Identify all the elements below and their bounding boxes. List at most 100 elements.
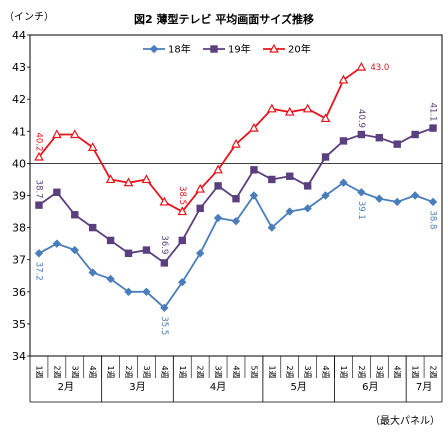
data-point: [52, 239, 62, 248]
data-point: [105, 174, 116, 184]
data-point: [285, 207, 294, 216]
data-point: [321, 153, 330, 161]
data-point: [159, 196, 170, 206]
data-point: [71, 211, 79, 219]
data-label: 35.5: [159, 316, 169, 335]
month-label: 3月: [129, 381, 145, 393]
plot-area: 34 35 36 37 38 39 40 41 42 43 44 1週 2週 3週 4週 1週 2週 3週 4週 1週…: [12, 29, 443, 403]
data-point: [88, 268, 97, 277]
data-point: [357, 188, 366, 197]
data-point: [429, 124, 437, 132]
data-point: [141, 174, 152, 184]
x-tick-label: 2週: [52, 365, 61, 378]
data-point: [53, 188, 61, 196]
y-tick-label: 38: [12, 222, 26, 235]
x-tick-label: 3週: [375, 365, 384, 378]
legend-label-2: 20年: [288, 43, 311, 56]
data-point: [375, 194, 384, 203]
data-label: 36.9: [159, 235, 169, 254]
x-tick-label: 1週: [267, 365, 276, 378]
y-tick-label: 40: [12, 157, 26, 170]
data-label: 39.1: [356, 201, 366, 220]
data-point: [160, 259, 169, 267]
x-tick-label: 1週: [178, 365, 187, 378]
data-point: [87, 142, 98, 151]
y-tick-label: 42: [12, 93, 26, 106]
data-point: [106, 236, 115, 245]
data-point: [69, 129, 80, 139]
data-point: [195, 183, 205, 193]
x-tick-label: 1週: [411, 365, 420, 378]
data-label: 38.8: [428, 210, 438, 229]
y-tick-label: 36: [12, 286, 26, 299]
footnote-label: （最大パネル）: [370, 414, 440, 427]
month-label: 7月: [416, 381, 432, 393]
x-tick-label: 3週: [303, 365, 312, 378]
data-point: [142, 287, 151, 297]
x-tick-label: 2週: [357, 365, 366, 378]
x-tick-label: 3週: [142, 365, 151, 378]
data-point: [195, 249, 205, 258]
data-point: [124, 249, 133, 257]
data-point: [303, 204, 312, 213]
legend: 18年 19年 20年: [143, 43, 311, 56]
data-point: [268, 175, 276, 184]
data-point: [393, 140, 401, 148]
data-point: [393, 197, 402, 207]
data-point: [428, 197, 438, 207]
data-label: 40.2: [33, 133, 43, 152]
data-point: [178, 277, 187, 287]
data-point: [34, 151, 44, 161]
legend-marker-0: [149, 44, 159, 54]
data-point: [320, 113, 331, 123]
x-tick-label: 1週: [106, 365, 115, 378]
data-label: 41.1: [428, 103, 438, 122]
month-label: 6月: [362, 381, 378, 393]
data-point: [35, 201, 43, 209]
data-point: [375, 134, 384, 142]
x-tick-label: 2週: [285, 365, 294, 378]
y-tick-label: 39: [12, 190, 26, 203]
data-point: [267, 223, 277, 232]
data-point: [303, 182, 312, 190]
data-point: [284, 106, 295, 116]
y-tick-label: 43: [12, 61, 26, 74]
x-tick-label: 4週: [160, 365, 169, 378]
data-point: [357, 130, 366, 139]
x-tick-label: 4週: [232, 365, 241, 378]
data-point: [177, 206, 188, 216]
data-point: [410, 191, 420, 200]
data-point: [160, 303, 169, 313]
x-tick-label: 1週: [34, 365, 43, 378]
y-tick-label: 37: [12, 254, 26, 267]
data-label: 40.9: [356, 109, 366, 128]
data-point: [213, 164, 223, 174]
month-label: 5月: [291, 381, 307, 393]
data-point: [106, 274, 115, 284]
data-point: [339, 137, 348, 145]
data-label: 38.5: [177, 186, 187, 205]
data-point: [178, 236, 186, 245]
x-tick-label: 2週: [429, 365, 438, 378]
data-point: [249, 122, 259, 132]
data-point: [356, 61, 367, 71]
y-axis-unit-label: （インチ）: [4, 11, 54, 23]
data-point: [213, 213, 223, 223]
x-tick-label: 3週: [214, 365, 223, 378]
y-tick-label: 41: [12, 125, 26, 138]
legend-label-0: 18年: [168, 43, 191, 56]
month-label: 2月: [58, 381, 74, 393]
legend-marker-1: [210, 45, 218, 53]
x-tick-label: 3週: [70, 365, 79, 378]
data-label: 43.0: [370, 63, 389, 73]
data-point: [142, 246, 151, 254]
data-point: [302, 103, 313, 113]
legend-label-1: 19年: [228, 43, 251, 56]
data-point: [123, 177, 134, 187]
y-tick-label: 35: [12, 318, 26, 331]
data-point: [232, 195, 240, 203]
data-point: [411, 130, 419, 139]
y-tick-label: 44: [12, 29, 26, 42]
data-label: 38.7: [33, 180, 43, 199]
